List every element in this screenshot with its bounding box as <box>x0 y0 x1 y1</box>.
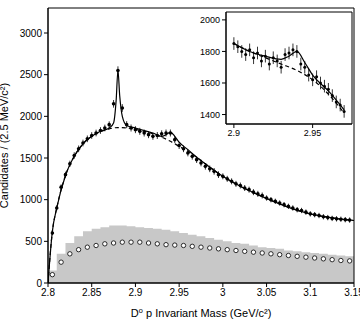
svg-text:2.9: 2.9 <box>128 287 142 298</box>
svg-text:2.95: 2.95 <box>169 287 189 298</box>
svg-text:500: 500 <box>25 236 42 247</box>
svg-text:D⁰ p Invariant Mass (GeV/c²): D⁰ p Invariant Mass (GeV/c²) <box>131 307 272 319</box>
svg-text:0: 0 <box>36 278 42 289</box>
svg-text:2000: 2000 <box>200 15 220 25</box>
svg-text:3.05: 3.05 <box>257 287 277 298</box>
svg-text:1400: 1400 <box>200 110 220 120</box>
svg-text:2.8: 2.8 <box>41 287 55 298</box>
svg-text:2.9: 2.9 <box>228 128 241 138</box>
svg-text:1800: 1800 <box>200 47 220 57</box>
svg-text:1500: 1500 <box>20 153 43 164</box>
svg-text:3000: 3000 <box>20 28 43 39</box>
svg-text:3.1: 3.1 <box>303 287 317 298</box>
svg-text:2000: 2000 <box>20 111 43 122</box>
svg-text:2.95: 2.95 <box>304 128 322 138</box>
svg-text:2.85: 2.85 <box>82 287 102 298</box>
svg-text:Candidates / (2.5 MeV/c²): Candidates / (2.5 MeV/c²) <box>8 83 10 208</box>
svg-text:3: 3 <box>220 287 226 298</box>
svg-text:3.15: 3.15 <box>344 287 352 298</box>
svg-text:2500: 2500 <box>20 69 43 80</box>
svg-text:1600: 1600 <box>200 78 220 88</box>
svg-text:1000: 1000 <box>20 194 43 205</box>
